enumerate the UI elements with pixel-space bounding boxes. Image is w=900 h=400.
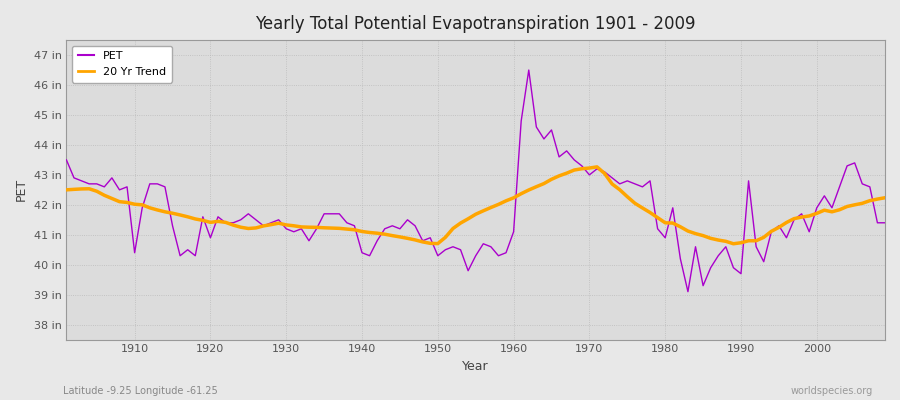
Text: Latitude -9.25 Longitude -61.25: Latitude -9.25 Longitude -61.25: [63, 386, 218, 396]
20 Yr Trend: [61, 188, 72, 192]
Line: PET: PET: [67, 70, 885, 292]
Line: 20 Yr Trend: 20 Yr Trend: [67, 167, 885, 244]
PET: [500, 250, 511, 255]
PET: [334, 212, 345, 216]
20 Yr Trend: [508, 196, 519, 200]
Text: worldspecies.org: worldspecies.org: [791, 386, 873, 396]
PET: [682, 289, 693, 294]
Legend: PET, 20 Yr Trend: PET, 20 Yr Trend: [72, 46, 172, 82]
PET: [288, 229, 299, 234]
20 Yr Trend: [591, 164, 602, 169]
20 Yr Trend: [500, 198, 511, 203]
PET: [61, 158, 72, 162]
PET: [524, 68, 535, 72]
20 Yr Trend: [122, 200, 132, 205]
20 Yr Trend: [879, 195, 890, 200]
20 Yr Trend: [288, 223, 299, 228]
PET: [508, 229, 519, 234]
Y-axis label: PET: PET: [15, 178, 28, 202]
Title: Yearly Total Potential Evapotranspiration 1901 - 2009: Yearly Total Potential Evapotranspiratio…: [256, 15, 696, 33]
20 Yr Trend: [728, 241, 739, 246]
X-axis label: Year: Year: [463, 360, 489, 373]
PET: [607, 176, 617, 180]
20 Yr Trend: [607, 182, 617, 186]
PET: [879, 220, 890, 225]
PET: [122, 184, 132, 189]
20 Yr Trend: [334, 226, 345, 231]
